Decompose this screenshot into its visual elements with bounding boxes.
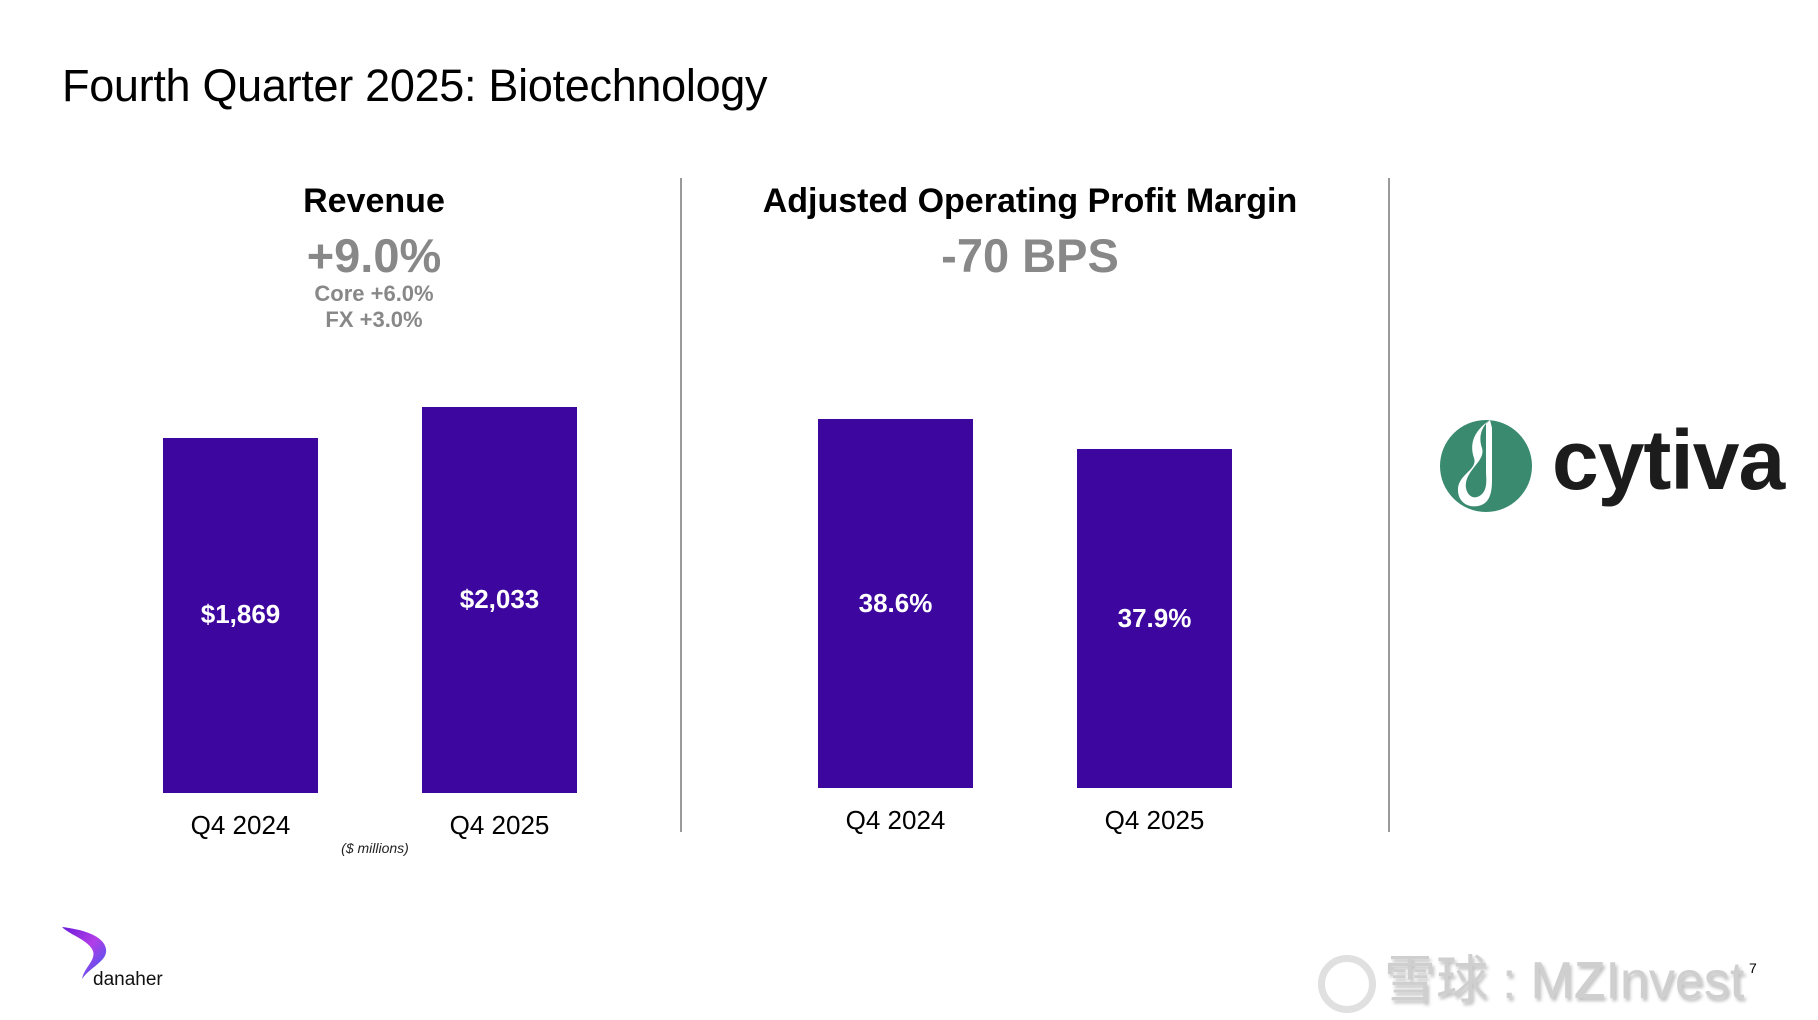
margin-category-q4-2025: Q4 2025 xyxy=(1104,805,1205,835)
margin-value-label-q4-2025: 37.9% xyxy=(1117,602,1192,633)
danaher-logo: danaher xyxy=(60,925,170,995)
revenue-header: Revenue +9.0% Core +6.0% FX +3.0% xyxy=(174,182,574,333)
margin-category-q4-2024: Q4 2024 xyxy=(845,805,946,835)
page-number: 7 xyxy=(1749,960,1757,976)
cytiva-logo: cytiva xyxy=(1438,413,1785,514)
margin-bar-q4-2025 xyxy=(1077,449,1232,788)
margin-header: Adjusted Operating Profit Margin -70 BPS xyxy=(730,182,1330,281)
revenue-growth: +9.0% xyxy=(306,229,442,282)
margin-bar-q4-2024 xyxy=(818,419,973,788)
revenue-heading: Revenue xyxy=(303,182,445,220)
revenue-bar-q4-2025 xyxy=(422,406,577,793)
watermark-separator: : xyxy=(1502,952,1517,1010)
watermark-site: 雪球 xyxy=(1384,952,1489,1010)
revenue-bar-q4-2024 xyxy=(163,437,318,793)
slide-title: Fourth Quarter 2025: Biotechnology xyxy=(62,60,768,111)
revenue-core-growth: Core +6.0% xyxy=(314,281,434,306)
xueqiu-watermark: 雪球: MZInvest xyxy=(1318,938,1745,1014)
revenue-category-q4-2024: Q4 2024 xyxy=(190,810,291,840)
xueqiu-logo-icon xyxy=(1318,955,1376,1014)
watermark-handle: MZInvest xyxy=(1530,952,1745,1010)
revenue-value-label-q4-2025: $2,033 xyxy=(459,583,540,614)
danaher-ribbon-icon xyxy=(62,927,107,979)
cytiva-mark-icon xyxy=(1440,420,1532,512)
danaher-wordmark: danaher xyxy=(93,969,163,990)
margin-heading: Adjusted Operating Profit Margin xyxy=(762,182,1298,220)
revenue-unit-note: ($ millions) xyxy=(341,840,409,856)
margin-change: -70 BPS xyxy=(941,229,1119,282)
revenue-fx-impact: FX +3.0% xyxy=(325,307,423,332)
revenue-value-label-q4-2024: $1,869 xyxy=(200,599,281,630)
panel-divider-right xyxy=(1388,178,1390,832)
revenue-category-q4-2025: Q4 2025 xyxy=(449,810,550,840)
cytiva-wordmark: cytiva xyxy=(1552,413,1785,507)
margin-value-label-q4-2024: 38.6% xyxy=(858,587,933,618)
panel-divider-left xyxy=(680,178,682,832)
